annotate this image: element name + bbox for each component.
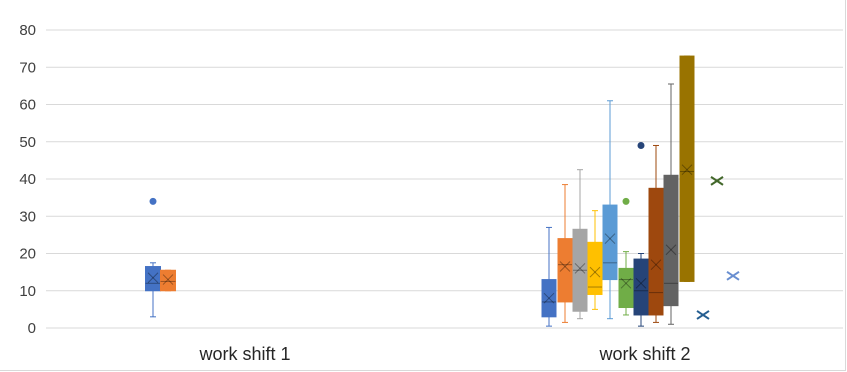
mean-marker: [147, 272, 159, 284]
box-series: [145, 55, 740, 327]
iqr-box: [663, 174, 679, 307]
mean-marker: [635, 277, 647, 289]
box-10: [648, 144, 664, 323]
mean-marker: [543, 292, 555, 304]
iqr-box: [618, 267, 634, 309]
y-tick-label: 60: [19, 97, 36, 114]
mean-marker: [604, 233, 616, 244]
box-13: [696, 310, 710, 320]
box-12: [679, 55, 695, 282]
y-tick-label: 30: [19, 208, 36, 225]
mean-marker: [710, 176, 724, 186]
x-category-label: work shift 2: [598, 344, 690, 364]
iqr-box: [679, 55, 695, 282]
box-8: [618, 197, 634, 316]
x-category-label: work shift 1: [198, 344, 290, 364]
y-tick-label: 40: [19, 171, 36, 188]
mean-marker: [559, 261, 571, 272]
mean-marker: [726, 271, 740, 281]
box-6: [587, 210, 603, 310]
mean-marker: [665, 244, 677, 256]
mean-marker: [543, 292, 555, 304]
y-tick-label: 70: [19, 59, 36, 76]
iqr-box: [633, 258, 649, 316]
mean-marker: [589, 266, 601, 278]
y-tick-label: 50: [19, 134, 36, 151]
iqr-box: [587, 241, 603, 295]
box-5: [572, 169, 588, 320]
outlier-point: [637, 141, 645, 149]
iqr-box: [572, 228, 588, 312]
mean-marker: [696, 310, 710, 320]
mean-marker: [650, 259, 662, 271]
y-axis-ticks: 0 10 20 30 40 50 60 70 80: [19, 22, 36, 337]
mean-marker: [681, 164, 693, 176]
iqr-box: [145, 266, 161, 292]
mean-marker: [574, 263, 586, 274]
box-3: [541, 226, 557, 327]
mean-marker: [604, 233, 616, 244]
box-4: [557, 184, 573, 323]
y-tick-label: 80: [19, 22, 36, 39]
outlier-point: [149, 197, 157, 205]
iqr-box: [557, 238, 573, 303]
box-15: [726, 271, 740, 281]
mean-marker: [162, 274, 174, 285]
mean-marker: [620, 277, 632, 289]
outlier-point: [622, 197, 630, 205]
iqr-box: [160, 269, 176, 292]
box-2: [160, 269, 176, 292]
x-axis-categories: work shift 1 work shift 2: [198, 344, 690, 364]
box-7: [602, 100, 618, 320]
box-14: [710, 176, 724, 186]
mean-marker: [147, 272, 159, 284]
gridlines: [46, 29, 843, 329]
y-tick-label: 20: [19, 246, 36, 263]
iqr-box: [648, 187, 664, 316]
mean-marker: [559, 261, 571, 272]
y-tick-label: 10: [19, 283, 36, 300]
iqr-box: [541, 279, 557, 318]
iqr-box: [602, 204, 618, 281]
mean-marker: [162, 274, 174, 285]
mean-marker: [574, 263, 586, 274]
box-9: [633, 141, 649, 327]
mean-marker: [620, 277, 632, 289]
mean-marker: [589, 266, 601, 278]
box-11: [663, 83, 679, 325]
mean-marker: [635, 277, 647, 289]
box-1: [145, 197, 161, 318]
mean-marker: [681, 164, 693, 176]
y-tick-label: 0: [28, 320, 36, 337]
mean-marker: [665, 244, 677, 256]
mean-marker: [650, 259, 662, 271]
